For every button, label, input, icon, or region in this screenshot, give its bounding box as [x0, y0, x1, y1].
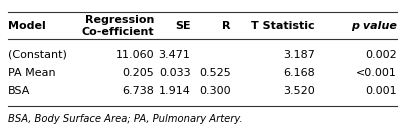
Text: 0.001: 0.001	[365, 86, 397, 96]
Text: R: R	[222, 21, 231, 31]
Text: 6.168: 6.168	[283, 68, 315, 78]
Text: 3.187: 3.187	[283, 50, 315, 60]
Text: BSA, Body Surface Area; PA, Pulmonary Artery.: BSA, Body Surface Area; PA, Pulmonary Ar…	[8, 114, 243, 124]
Text: PA Mean: PA Mean	[8, 68, 56, 78]
Text: 0.525: 0.525	[199, 68, 231, 78]
Text: 0.033: 0.033	[159, 68, 190, 78]
Text: SE: SE	[175, 21, 190, 31]
Text: BSA: BSA	[8, 86, 30, 96]
Text: 0.205: 0.205	[123, 68, 154, 78]
Text: T Statistic: T Statistic	[251, 21, 315, 31]
Text: 11.060: 11.060	[116, 50, 154, 60]
Text: 0.002: 0.002	[365, 50, 397, 60]
Text: 0.300: 0.300	[199, 86, 231, 96]
Text: p value: p value	[351, 21, 397, 31]
Text: <0.001: <0.001	[356, 68, 397, 78]
Text: 1.914: 1.914	[159, 86, 190, 96]
Text: 3.520: 3.520	[283, 86, 315, 96]
Text: (Constant): (Constant)	[8, 50, 67, 60]
Text: Model: Model	[8, 21, 46, 31]
Text: Regression
Co-efficient: Regression Co-efficient	[82, 15, 154, 37]
Text: 3.471: 3.471	[159, 50, 190, 60]
Text: 6.738: 6.738	[123, 86, 154, 96]
